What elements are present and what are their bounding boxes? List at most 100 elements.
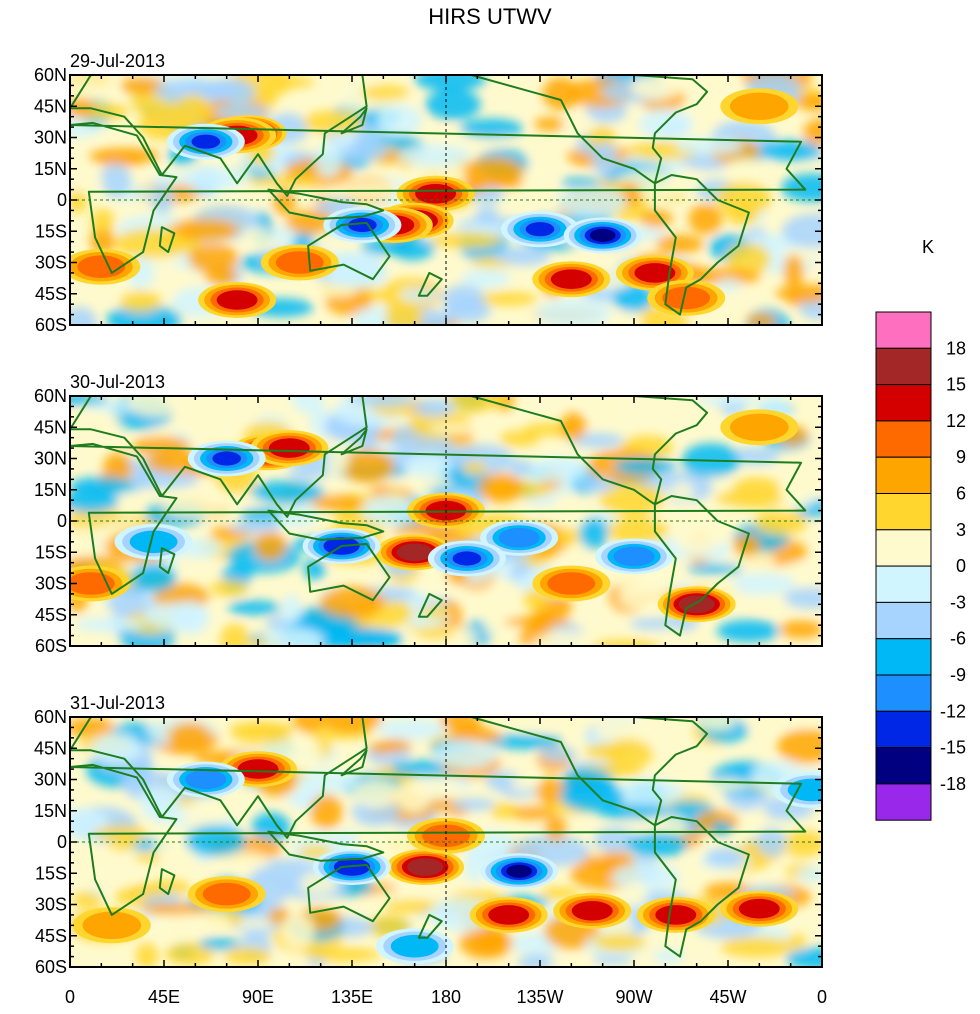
- texture-blob: [90, 401, 140, 413]
- anomaly-contour: [243, 762, 273, 777]
- colorbar-label: -6: [950, 629, 966, 649]
- y-tick-label: 60S: [35, 636, 67, 656]
- colorbar-box: [875, 311, 932, 349]
- anomaly-contour: [412, 860, 438, 874]
- texture-blob: [577, 477, 615, 493]
- texture-blob: [151, 172, 185, 187]
- coastline-africa: [70, 121, 807, 274]
- coastline-south-america: [653, 816, 750, 958]
- texture-blob: [70, 857, 112, 873]
- colorbar-box: [875, 384, 932, 422]
- texture-blob: [570, 433, 625, 448]
- texture-blob: [799, 296, 822, 320]
- texture-blob: [725, 243, 771, 276]
- chart-title: HIRS UTWV: [428, 4, 552, 29]
- coastline-south-america: [653, 495, 750, 637]
- texture-blob: [230, 521, 282, 534]
- panel-date: 31-Jul-2013: [70, 693, 165, 713]
- coastline-south-america: [653, 174, 750, 316]
- anomaly-contour: [577, 903, 607, 918]
- x-tick-label: 135W: [516, 987, 563, 1007]
- anomaly-contour: [191, 134, 221, 149]
- texture-blob: [70, 97, 95, 117]
- texture-blob: [135, 942, 159, 967]
- coastline-australia: [307, 542, 391, 602]
- y-tick-label: 45S: [35, 605, 67, 625]
- texture-blob: [482, 176, 524, 189]
- texture-blob: [720, 936, 794, 958]
- texture-blob: [499, 430, 541, 447]
- x-tick-label: 135E: [331, 987, 373, 1007]
- x-tick-label: 90E: [242, 987, 274, 1007]
- texture-blob: [188, 243, 239, 274]
- colorbar-box: [875, 674, 932, 712]
- texture-blob: [618, 582, 668, 612]
- texture-blob: [377, 104, 422, 137]
- texture-blob: [779, 620, 822, 639]
- panel-3: 60N 45N 30N 15N 0 15S 30S 45S 60S 31-Jul-2013: [34, 693, 823, 977]
- texture-blob: [263, 627, 324, 646]
- anomaly-contour: [745, 901, 774, 916]
- texture-blob: [494, 246, 551, 266]
- texture-blob: [795, 93, 822, 111]
- colorbar-box: [875, 347, 932, 386]
- texture-blob: [557, 527, 580, 547]
- texture-blob: [173, 94, 213, 129]
- texture-blob: [509, 776, 540, 792]
- texture-blob: [360, 84, 410, 101]
- texture-blob: [450, 798, 497, 811]
- texture-blob: [70, 179, 106, 190]
- texture-blob: [93, 826, 149, 839]
- colorbar-label: 9: [956, 447, 966, 467]
- texture-blob: [396, 780, 431, 814]
- colorbar-box: [875, 456, 932, 495]
- anomaly-contour: [429, 827, 463, 844]
- y-tick-label: 60S: [35, 315, 67, 335]
- colorbar-unit: K: [922, 237, 934, 257]
- y-tick-label: 60N: [34, 386, 67, 406]
- texture-blob: [169, 218, 239, 242]
- texture-blob: [685, 268, 762, 285]
- anomaly-contour: [452, 551, 482, 566]
- y-tick-label: 45N: [34, 96, 67, 116]
- texture-blob: [599, 482, 664, 516]
- texture-blob: [688, 203, 723, 235]
- anomaly-contour: [222, 292, 252, 308]
- texture-blob: [419, 605, 451, 618]
- anomaly-contour: [191, 772, 221, 787]
- texture-blob: [475, 206, 499, 225]
- texture-blob: [327, 442, 350, 474]
- texture-blob: [560, 177, 601, 188]
- texture-blob: [434, 739, 498, 770]
- texture-blob: [70, 307, 97, 325]
- colorbar-label: 12: [946, 411, 966, 431]
- y-tick-label: 45N: [34, 738, 67, 758]
- texture-blob: [785, 947, 822, 967]
- coastline-maritime-se-asia: [267, 188, 385, 220]
- texture-blob: [90, 225, 115, 255]
- texture-blob: [95, 154, 146, 167]
- anomaly-contour: [275, 441, 304, 456]
- colorbar-label: -12: [940, 701, 966, 721]
- y-tick-label: 30N: [34, 449, 67, 469]
- texture-blob: [715, 278, 741, 292]
- texture-blob: [754, 509, 808, 536]
- texture-blob: [611, 862, 681, 892]
- texture-blob: [413, 398, 455, 418]
- colorbar-box: [875, 710, 932, 749]
- texture-blob: [223, 947, 271, 965]
- texture-blob: [74, 617, 146, 632]
- texture-blob: [324, 627, 396, 646]
- anomaly-contour: [555, 575, 588, 592]
- texture-blob: [280, 913, 315, 949]
- texture-blob: [287, 466, 331, 480]
- texture-blob: [182, 795, 228, 831]
- anomaly-contour: [669, 289, 703, 306]
- colorbar-box: [875, 601, 932, 640]
- colorbar-box: [875, 565, 932, 603]
- texture-blob: [158, 911, 232, 933]
- texture-blob: [228, 600, 281, 616]
- colorbar-label: -9: [950, 665, 966, 685]
- texture-blob: [588, 639, 660, 646]
- anomaly-contour: [739, 417, 779, 437]
